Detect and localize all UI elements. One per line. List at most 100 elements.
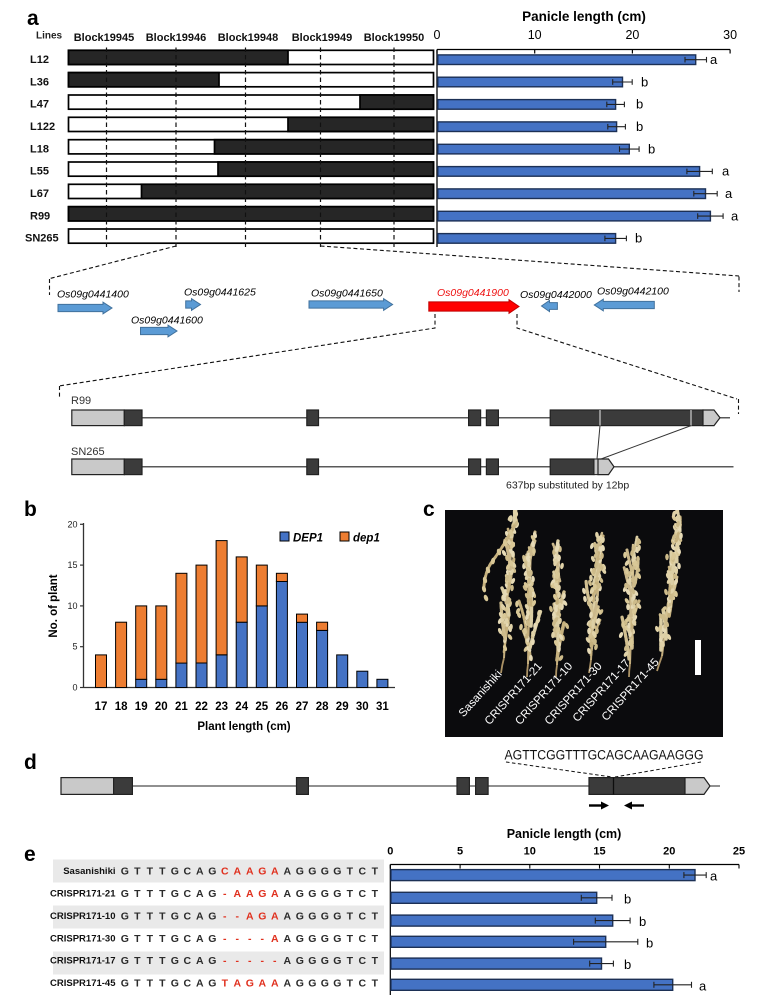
svg-text:T: T [347, 933, 354, 945]
svg-text:A: A [284, 911, 292, 923]
svg-text:Block19945: Block19945 [74, 32, 135, 44]
svg-text:G: G [121, 955, 129, 967]
svg-text:G: G [296, 888, 304, 900]
svg-text:G: G [208, 933, 216, 945]
svg-text:A: A [246, 866, 254, 878]
svg-text:A: A [196, 978, 204, 990]
svg-text:-: - [248, 955, 252, 967]
svg-text:e: e [24, 843, 36, 866]
svg-text:T: T [372, 888, 379, 900]
svg-text:C: C [184, 911, 192, 923]
svg-text:Block19950: Block19950 [364, 32, 425, 44]
svg-text:T: T [134, 866, 141, 878]
svg-text:R99: R99 [71, 395, 91, 407]
svg-text:C: C [359, 978, 367, 990]
svg-text:G: G [121, 933, 129, 945]
svg-text:-: - [223, 911, 227, 923]
svg-text:G: G [121, 888, 129, 900]
svg-text:C: C [184, 978, 192, 990]
svg-text:b: b [639, 914, 646, 929]
svg-text:T: T [347, 866, 354, 878]
svg-text:18: 18 [115, 701, 128, 713]
svg-text:G: G [333, 911, 341, 923]
svg-text:A: A [284, 888, 292, 900]
svg-text:21: 21 [175, 701, 188, 713]
svg-text:G: G [296, 955, 304, 967]
svg-text:dep1: dep1 [353, 533, 380, 545]
svg-text:28: 28 [316, 701, 329, 713]
svg-text:T: T [134, 911, 141, 923]
svg-text:T: T [159, 866, 166, 878]
svg-text:C: C [221, 866, 229, 878]
svg-text:a: a [710, 869, 718, 884]
svg-text:G: G [321, 933, 329, 945]
svg-text:G: G [308, 933, 316, 945]
svg-text:L55: L55 [30, 166, 49, 178]
svg-text:5: 5 [72, 642, 77, 652]
svg-text:G: G [321, 866, 329, 878]
svg-text:b: b [636, 97, 643, 112]
svg-text:G: G [296, 978, 304, 990]
svg-text:15: 15 [67, 560, 77, 570]
svg-text:20: 20 [663, 846, 675, 858]
svg-text:G: G [308, 955, 316, 967]
svg-text:T: T [147, 866, 154, 878]
svg-text:Os09g0441400: Os09g0441400 [57, 289, 129, 301]
svg-text:A: A [271, 978, 279, 990]
svg-text:20: 20 [67, 519, 77, 529]
svg-text:Lines: Lines [36, 31, 63, 42]
svg-text:30: 30 [723, 28, 737, 42]
svg-text:0: 0 [387, 846, 393, 858]
svg-text:T: T [372, 978, 379, 990]
svg-text:30: 30 [356, 701, 369, 713]
svg-text:Panicle length (cm): Panicle length (cm) [507, 827, 622, 841]
svg-text:G: G [171, 955, 179, 967]
svg-text:G: G [321, 888, 329, 900]
svg-text:G: G [171, 978, 179, 990]
svg-text:T: T [147, 911, 154, 923]
svg-text:C: C [359, 955, 367, 967]
svg-text:29: 29 [336, 701, 349, 713]
svg-text:G: G [333, 955, 341, 967]
svg-text:G: G [246, 978, 254, 990]
svg-text:b: b [24, 498, 37, 521]
svg-text:T: T [347, 978, 354, 990]
svg-text:AGTTCGGTTTGCAGCAAGAAGGG: AGTTCGGTTTGCAGCAAGAAGGG [505, 748, 704, 763]
svg-text:T: T [134, 933, 141, 945]
svg-text:A: A [284, 955, 292, 967]
svg-text:A: A [196, 955, 204, 967]
svg-text:-: - [248, 933, 252, 945]
svg-text:CRISPR171-30: CRISPR171-30 [50, 934, 115, 945]
svg-text:C: C [184, 933, 192, 945]
svg-text:CRISPR171-45: CRISPR171-45 [50, 978, 116, 989]
svg-text:Os09g0441900: Os09g0441900 [437, 287, 509, 299]
svg-text:A: A [271, 866, 279, 878]
svg-text:CRISPR171-17: CRISPR171-17 [50, 956, 115, 967]
svg-text:G: G [308, 866, 316, 878]
svg-text:T: T [372, 955, 379, 967]
svg-text:SN265: SN265 [71, 446, 105, 458]
svg-text:T: T [147, 978, 154, 990]
svg-text:5: 5 [457, 846, 463, 858]
svg-text:-: - [261, 933, 265, 945]
svg-text:CRISPR171-10: CRISPR171-10 [50, 911, 115, 922]
svg-text:Os09g0442100: Os09g0442100 [597, 286, 669, 298]
svg-text:A: A [271, 888, 279, 900]
svg-text:Os09g0442000: Os09g0442000 [520, 289, 592, 301]
svg-text:10: 10 [524, 846, 536, 858]
svg-text:G: G [208, 955, 216, 967]
svg-text:T: T [147, 933, 154, 945]
svg-text:Os09g0441650: Os09g0441650 [311, 288, 383, 300]
svg-text:d: d [24, 751, 37, 774]
svg-text:24: 24 [235, 701, 248, 713]
svg-text:T: T [147, 888, 154, 900]
svg-text:a: a [699, 978, 707, 993]
svg-text:637bp substituted by 12bp: 637bp substituted by 12bp [506, 480, 629, 492]
svg-text:T: T [222, 978, 229, 990]
svg-text:G: G [121, 911, 129, 923]
svg-text:10: 10 [528, 28, 542, 42]
svg-text:c: c [423, 498, 435, 521]
svg-text:C: C [359, 866, 367, 878]
svg-text:C: C [359, 888, 367, 900]
svg-text:31: 31 [376, 701, 389, 713]
